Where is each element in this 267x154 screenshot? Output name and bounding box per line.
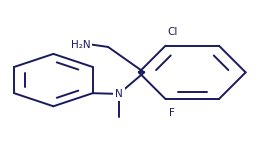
Text: F: F <box>169 107 175 118</box>
Text: N: N <box>115 89 123 99</box>
Text: H₂N: H₂N <box>71 40 91 50</box>
Text: Cl: Cl <box>167 27 177 37</box>
